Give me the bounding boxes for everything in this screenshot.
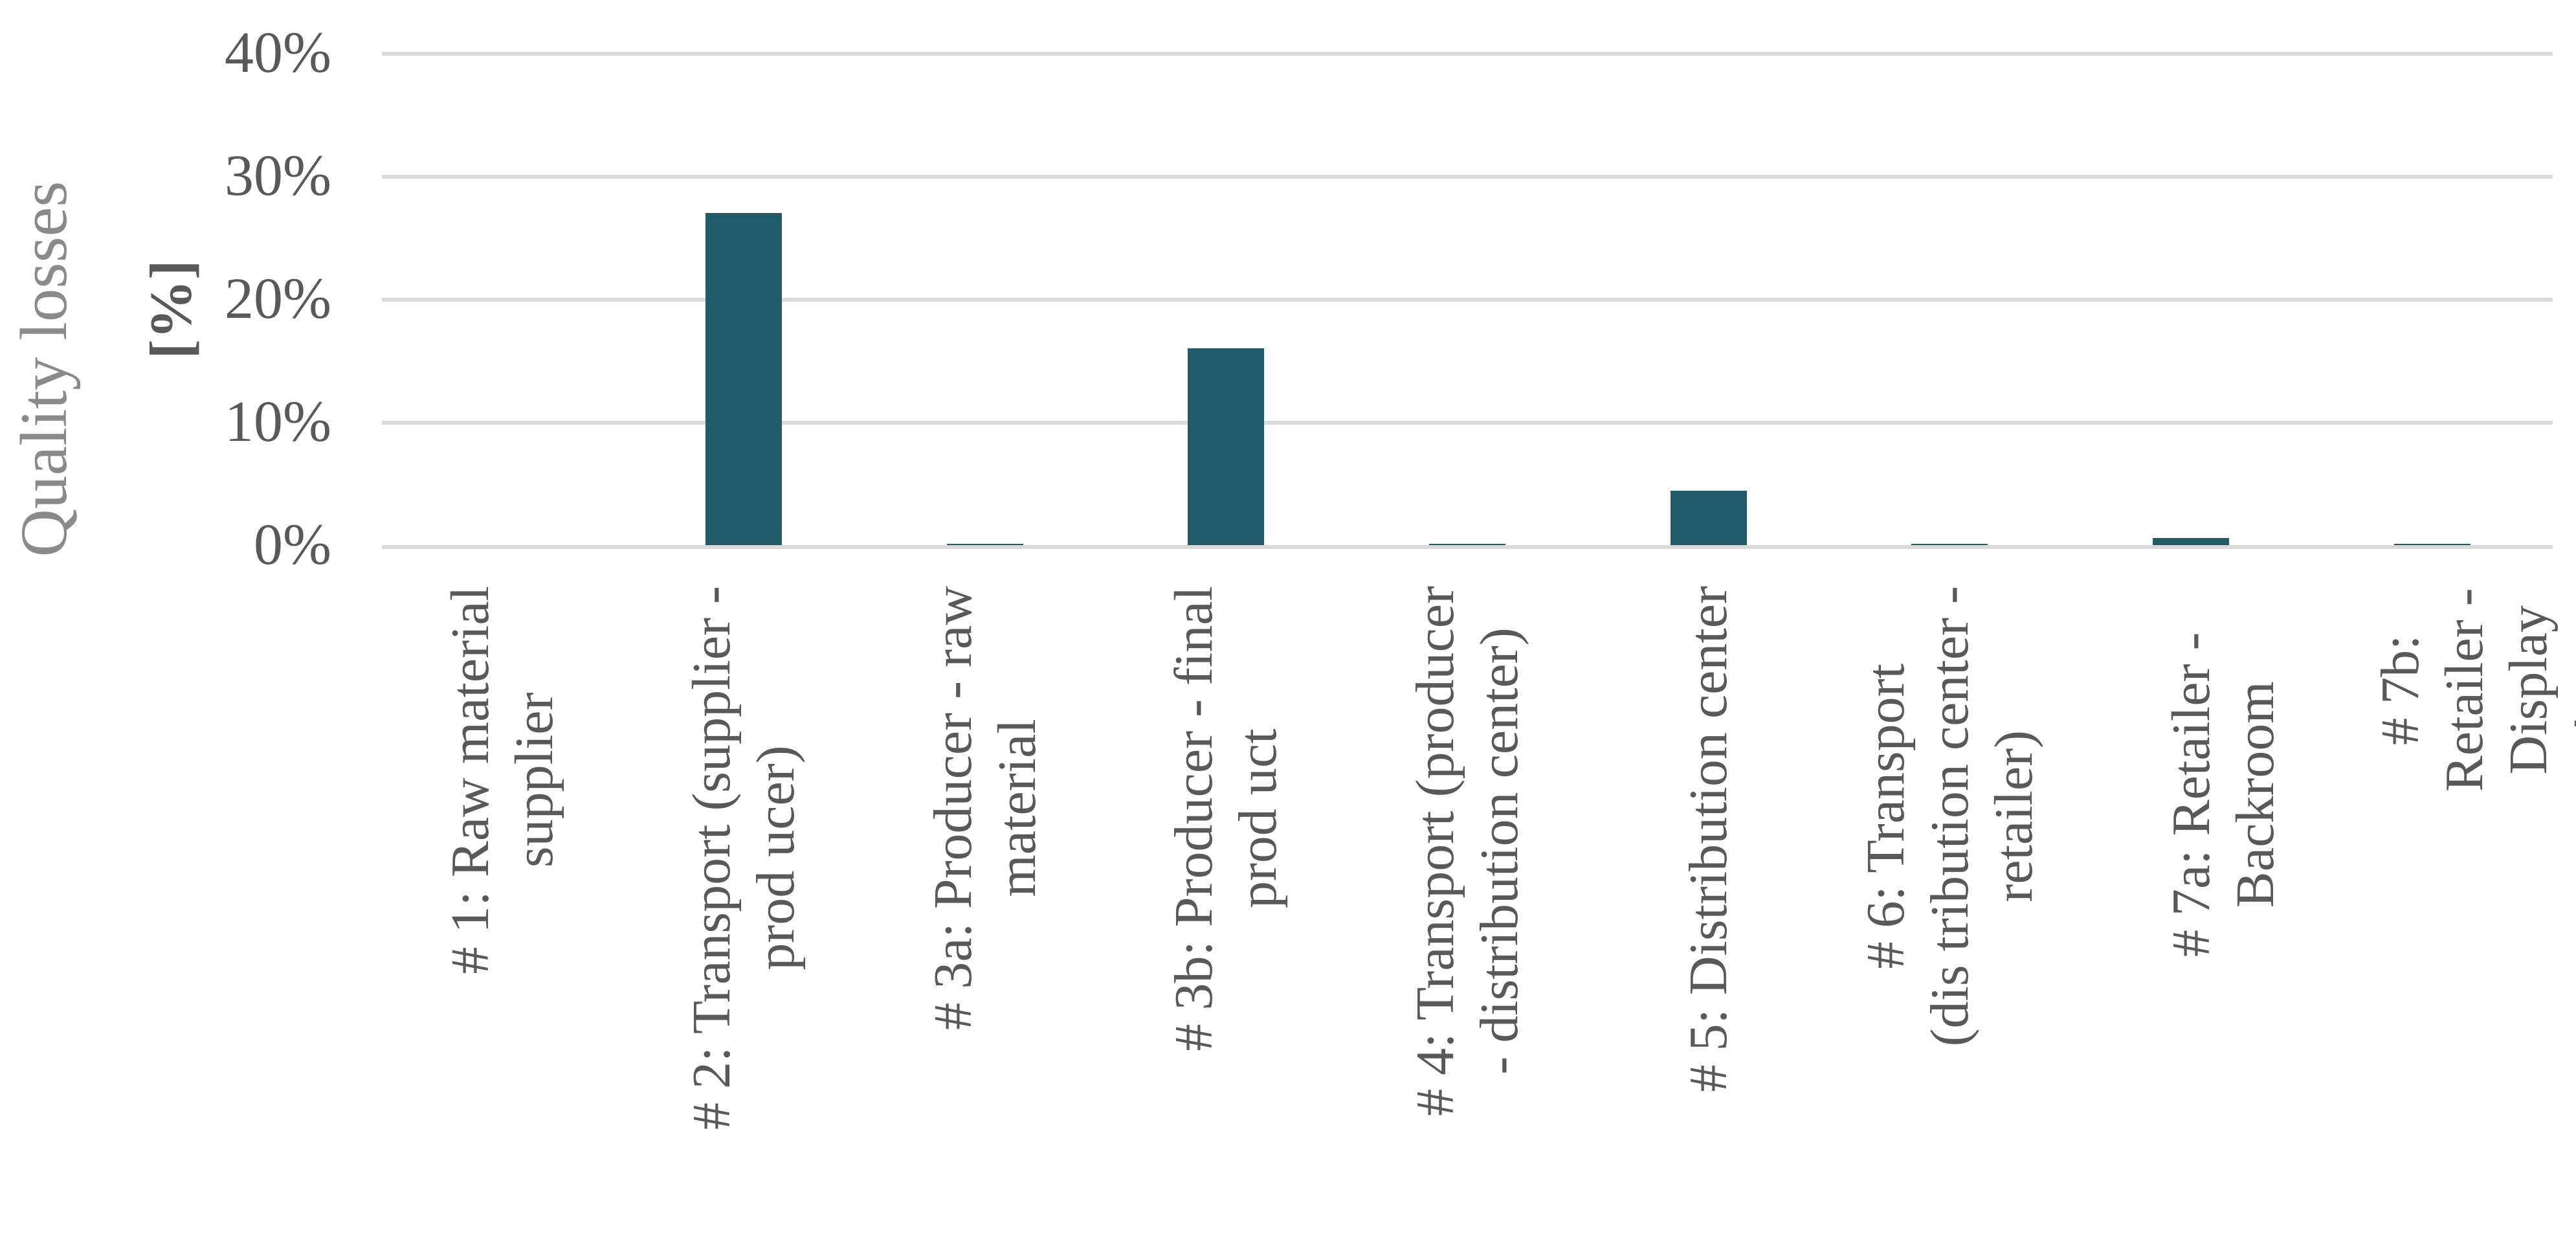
x-category-label-2: # 2: Transport (supplier - prod ucer): [682, 586, 806, 1130]
x-category-label-4: # 3b: Producer - final prod uct: [1164, 586, 1289, 1051]
gridline-20%: [382, 298, 2553, 302]
gridline-10%: [382, 421, 2553, 425]
x-category-label-5: # 4: Transport (producer - distribution …: [1405, 586, 1529, 1116]
y-axis-title: Quality losses: [7, 181, 81, 557]
bar-7: [1911, 544, 1988, 545]
bar-4: [1188, 348, 1265, 545]
bar-3: [946, 544, 1023, 545]
x-category-label-6: # 5: Distribution center: [1678, 586, 1739, 1092]
x-category-label-8: # 7a: Retailer - Backroom: [2160, 632, 2285, 957]
bar-8: [2153, 538, 2229, 545]
x-category-label-7: # 6: Transport (dis tribution center - r…: [1855, 586, 2044, 1047]
bar-6: [1670, 491, 1747, 545]
bar-2: [705, 213, 782, 545]
gridline-30%: [382, 175, 2553, 179]
y-tick-label-30%: 30%: [225, 144, 331, 208]
gridline-40%: [382, 52, 2553, 56]
x-category-label-1: # 1: Raw material supplier: [440, 586, 565, 974]
bar-5: [1429, 544, 1505, 545]
gridline-0%: [382, 545, 2553, 549]
y-tick-label-40%: 40%: [225, 21, 331, 85]
y-tick-label-0%: 0%: [254, 513, 331, 577]
x-category-label-3: # 3a: Producer - raw material: [922, 586, 1047, 1030]
y-tick-label-20%: 20%: [225, 267, 331, 331]
y-tick-label-10%: 10%: [225, 390, 331, 454]
x-category-label-9: # 7b: Retailer - Display Area: [2370, 588, 2576, 792]
bar-9: [2393, 544, 2471, 545]
